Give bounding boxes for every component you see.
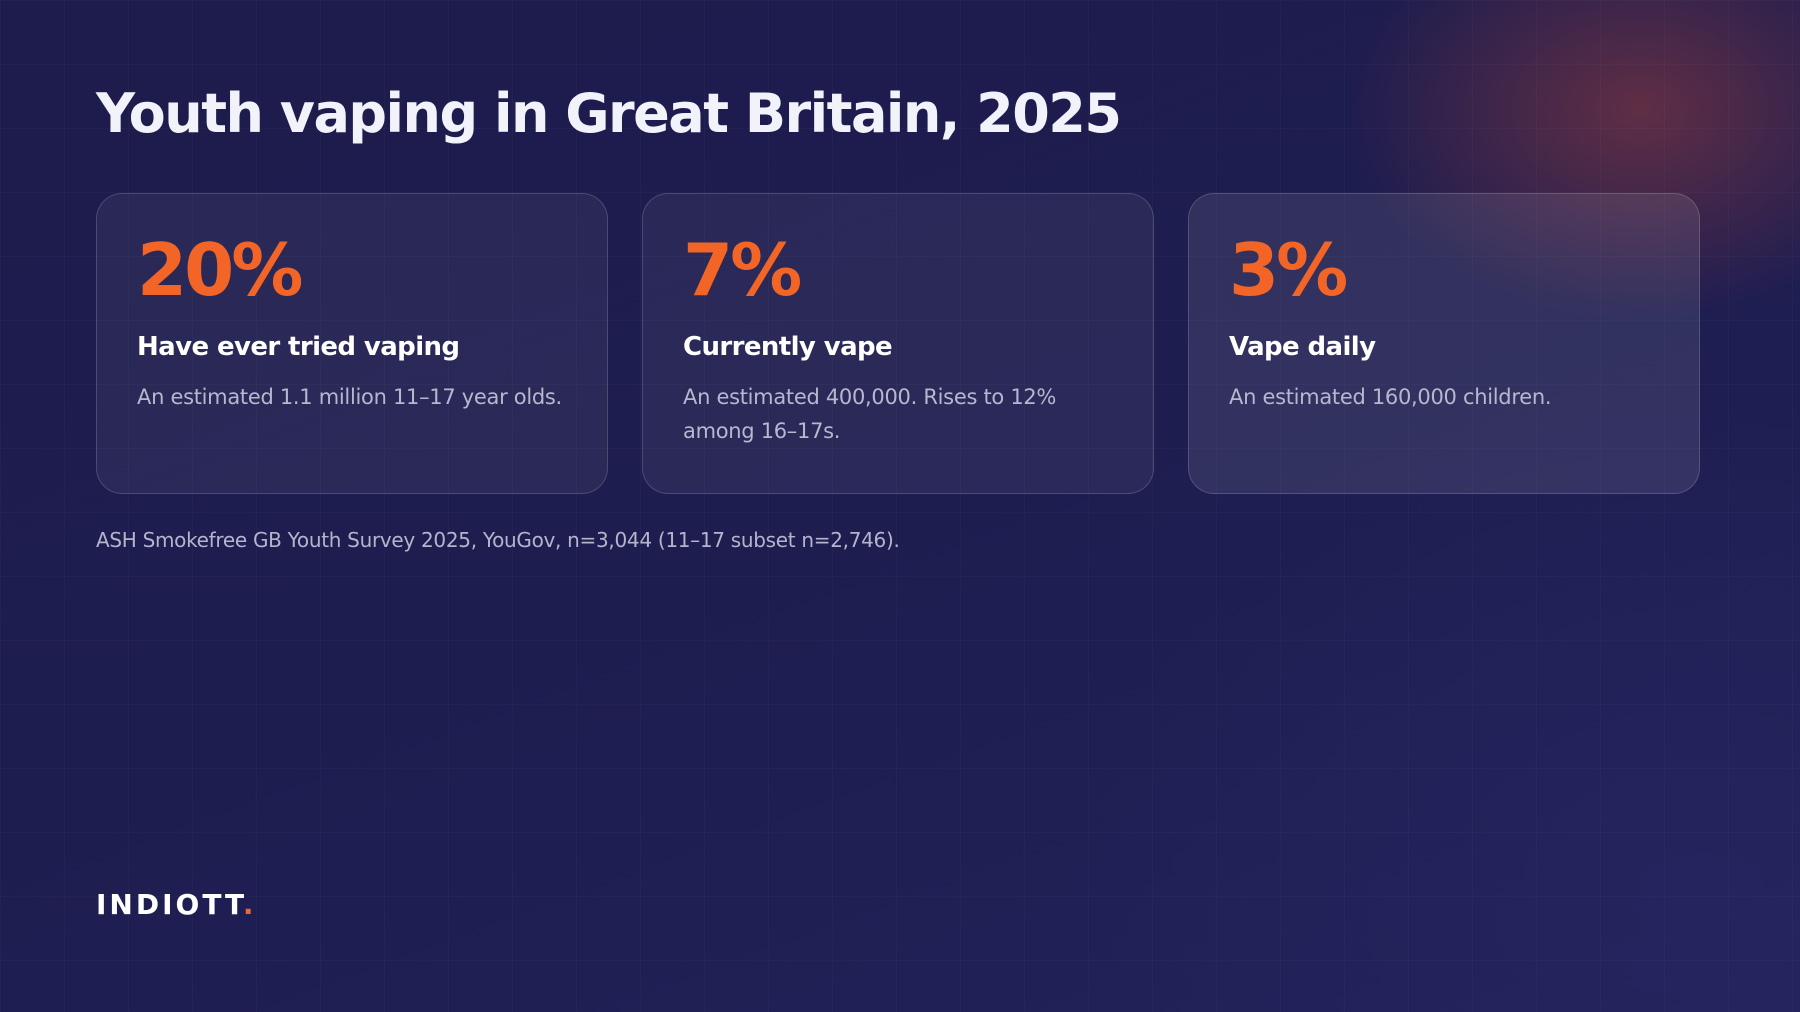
page-title: Youth vaping in Great Britain, 2025 (96, 82, 1122, 145)
stat-card-currently-vape: 7% Currently vape An estimated 400,000. … (642, 193, 1154, 494)
stat-card-ever-tried: 20% Have ever tried vaping An estimated … (96, 193, 608, 494)
stat-label: Have ever tried vaping (137, 332, 460, 362)
source-note: ASH Smokefree GB Youth Survey 2025, YouG… (96, 528, 900, 552)
stat-label: Currently vape (683, 332, 893, 362)
stat-value: 7% (683, 228, 802, 312)
stat-description: An estimated 160,000 children. (1229, 385, 1552, 409)
stat-card-vape-daily: 3% Vape daily An estimated 160,000 child… (1188, 193, 1700, 494)
stat-value: 3% (1229, 228, 1348, 312)
stat-cards: 20% Have ever tried vaping An estimated … (96, 193, 1700, 494)
stat-value: 20% (137, 228, 303, 312)
brand-dot: . (242, 888, 257, 921)
stat-label: Vape daily (1229, 332, 1376, 362)
stat-description: An estimated 400,000. Rises to 12% among… (683, 385, 1057, 443)
brand-name: INDIOTT (96, 888, 243, 921)
brand-logo: INDIOTT. (96, 888, 257, 921)
stat-description: An estimated 1.1 million 11–17 year olds… (137, 385, 562, 409)
